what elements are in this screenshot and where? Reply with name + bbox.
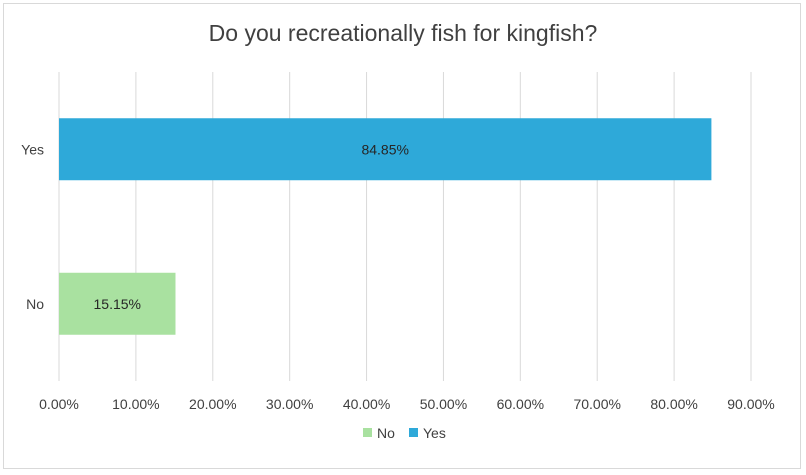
data-label: 15.15% — [94, 296, 141, 312]
legend: No Yes — [363, 425, 446, 441]
x-tick-label: 40.00% — [343, 396, 390, 412]
data-label: 84.85% — [361, 141, 408, 157]
legend-label: Yes — [423, 425, 446, 441]
legend-swatch — [409, 428, 418, 437]
y-axis-categories: Yes No — [21, 141, 44, 312]
x-tick-label: 60.00% — [497, 396, 544, 412]
bar-layer: 84.85% 15.15% — [59, 118, 712, 335]
x-tick-label: 70.00% — [573, 396, 620, 412]
x-axis-ticks: 0.00% 10.00% 20.00% 30.00% 40.00% 50.00% 60.00… — [39, 396, 775, 412]
x-tick-label: 20.00% — [189, 396, 236, 412]
category-label: Yes — [21, 141, 44, 157]
chart-title: Do you recreationally fish for kingfish? — [209, 20, 598, 46]
bar-no — [59, 272, 176, 335]
legend-swatch — [363, 428, 372, 437]
x-tick-label: 80.00% — [650, 396, 697, 412]
x-tick-label: 10.00% — [112, 396, 159, 412]
x-tick-label: 0.00% — [39, 396, 79, 412]
bar-yes — [59, 118, 712, 181]
legend-label: No — [377, 425, 395, 441]
category-label: No — [26, 296, 44, 312]
x-tick-label: 30.00% — [266, 396, 313, 412]
x-tick-label: 90.00% — [727, 396, 774, 412]
x-tick-label: 50.00% — [420, 396, 467, 412]
